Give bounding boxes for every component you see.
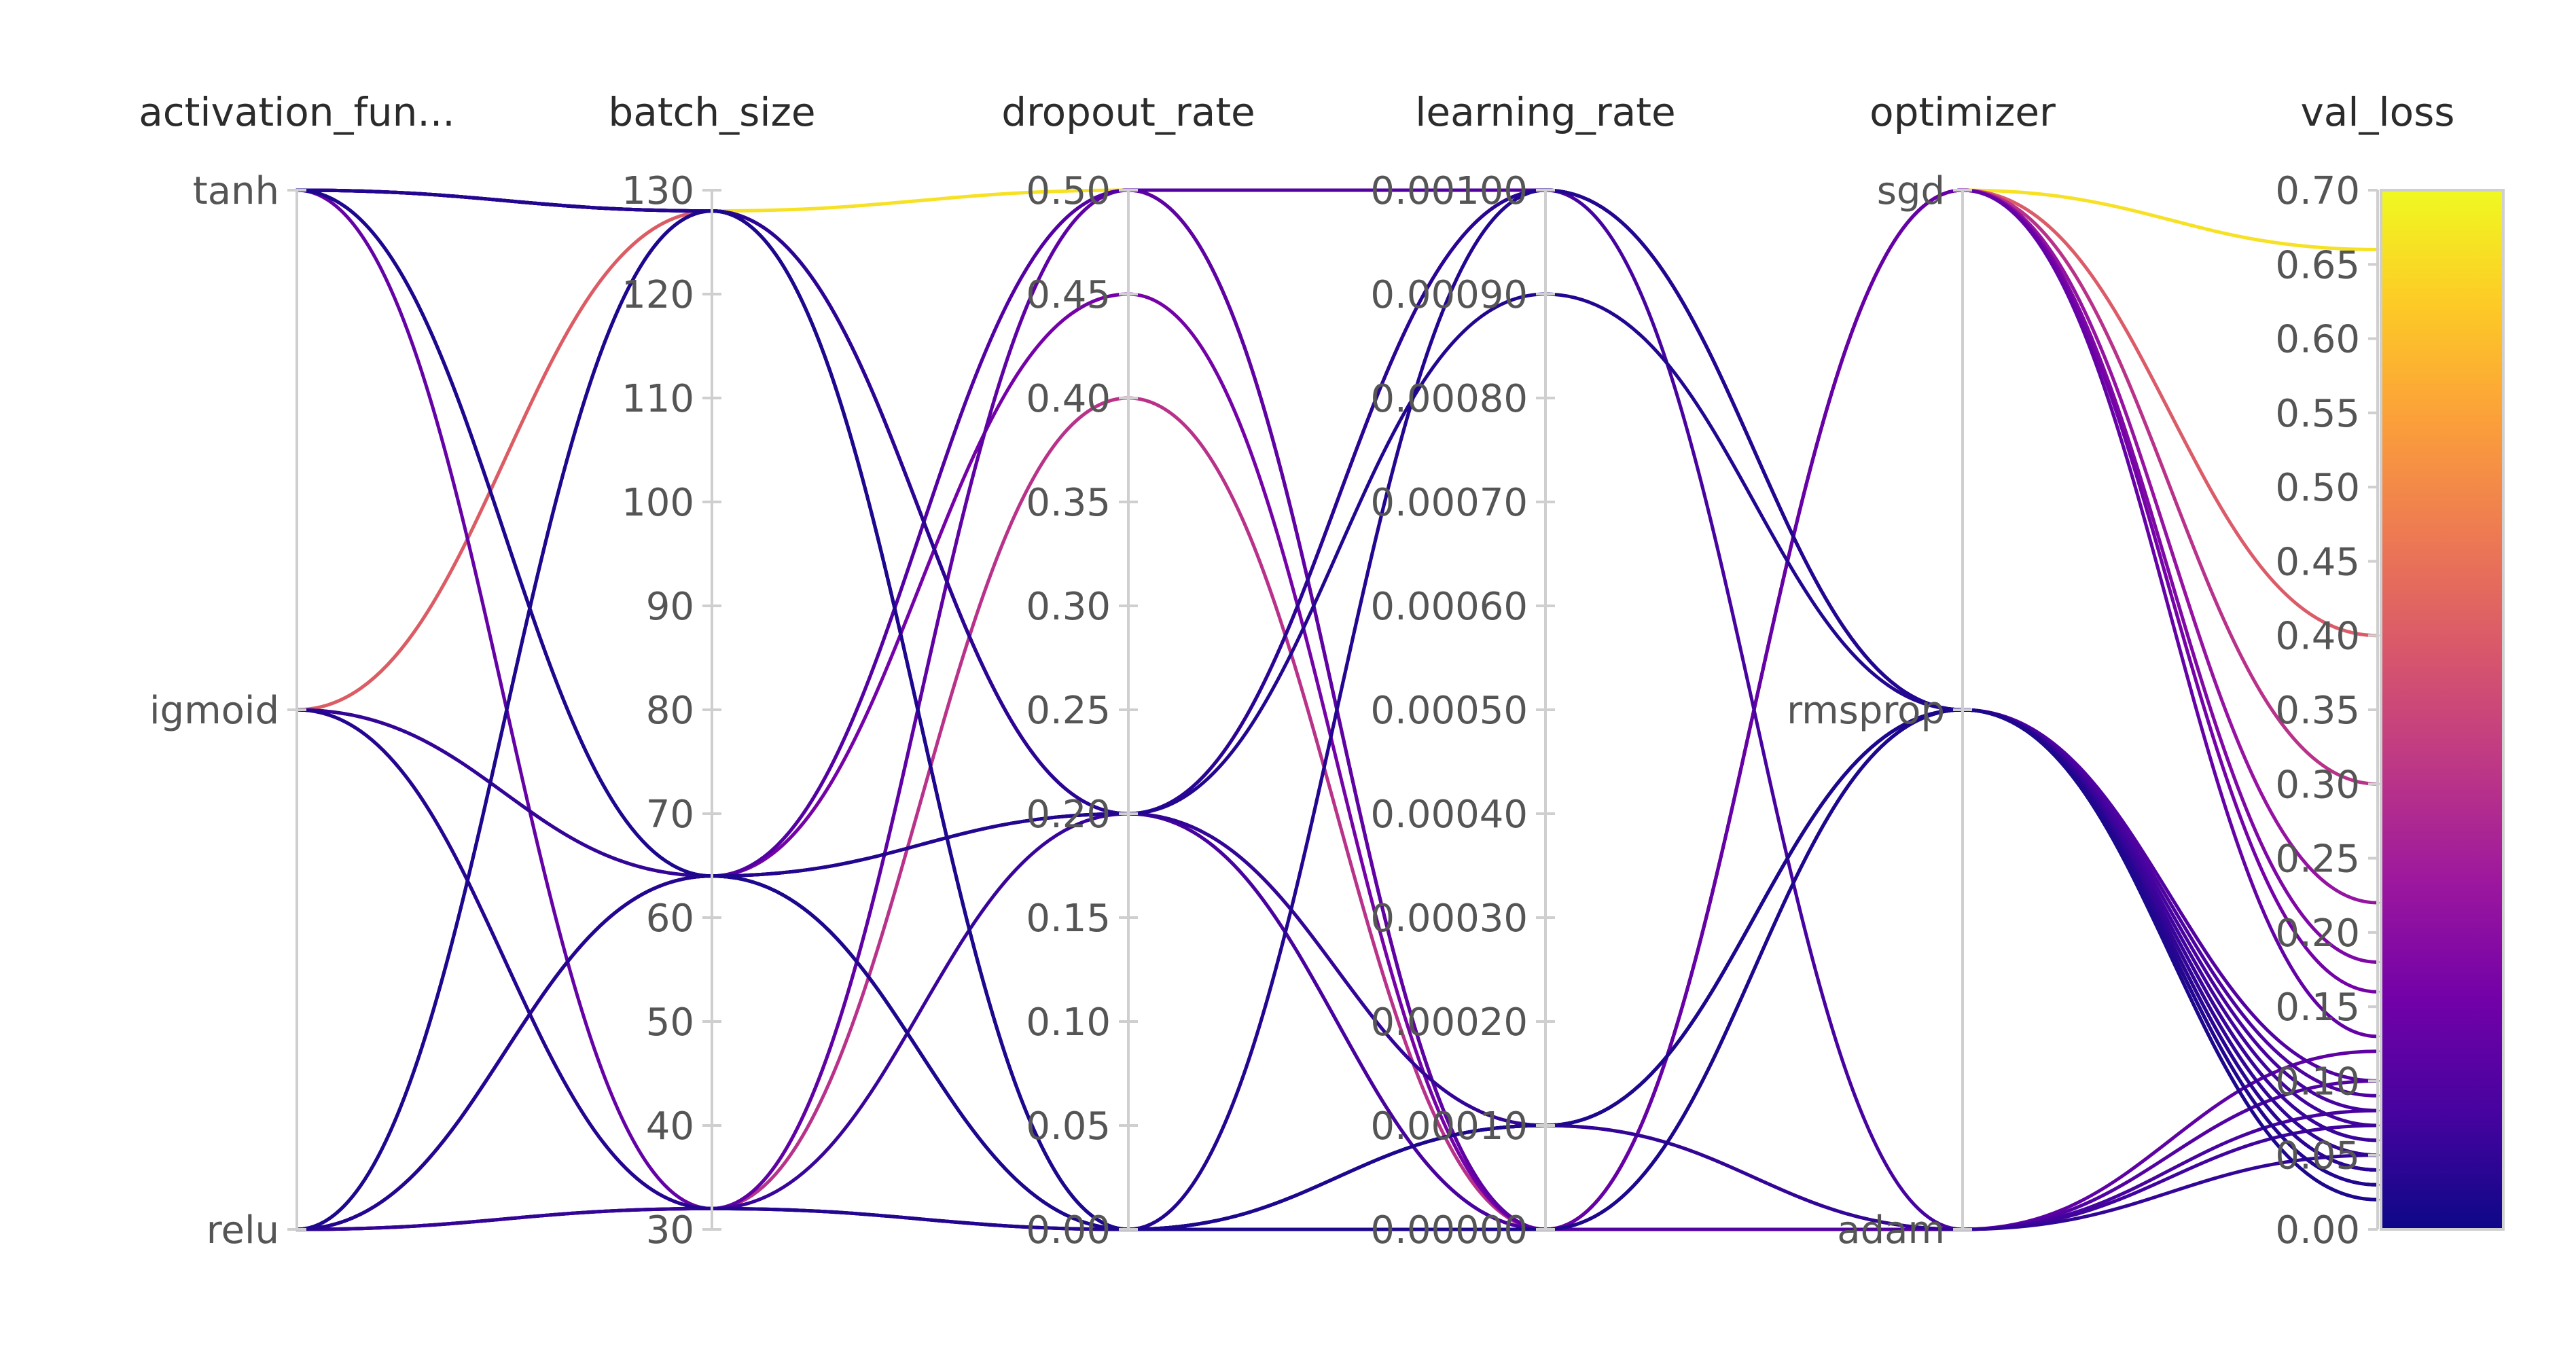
axis-learning-rate[interactable]: learning_rate 0.00000 0.00010 0.00020 0.0003… (1370, 89, 1675, 1252)
tick-label-val-loss-5: 0.25 (2275, 837, 2360, 882)
tick-label-dropout-rate-9: 0.45 (1026, 273, 1111, 317)
tick-label-optimizer-0: adam (1837, 1208, 1945, 1252)
tick-label-batch-size-5: 80 (646, 689, 694, 733)
tick-label-val-loss-8: 0.40 (2275, 615, 2360, 659)
tick-label-val-loss-0: 0.00 (2275, 1208, 2360, 1252)
tick-label-batch-size-0: 30 (646, 1208, 694, 1252)
tick-label-val-loss-13: 0.65 (2275, 243, 2360, 287)
tick-label-optimizer-1: rmsprop (1787, 689, 1945, 733)
axis-optimizer[interactable]: optimizer adam rmsprop sgd (1787, 89, 2056, 1252)
tick-label-learning-rate-10: 0.00100 (1370, 169, 1528, 213)
tick-label-learning-rate-7: 0.00070 (1370, 481, 1528, 525)
run-line-13 (295, 188, 2380, 1231)
tick-label-dropout-rate-6: 0.30 (1026, 585, 1111, 629)
tick-label-val-loss-2: 0.10 (2275, 1060, 2360, 1104)
tick-label-val-loss-4: 0.20 (2275, 912, 2360, 956)
tick-label-val-loss-1: 0.05 (2275, 1134, 2360, 1178)
tick-label-dropout-rate-1: 0.05 (1026, 1104, 1111, 1149)
tick-label-dropout-rate-8: 0.40 (1026, 377, 1111, 421)
tick-label-val-loss-7: 0.35 (2275, 689, 2360, 733)
axis-title-dropout-rate: dropout_rate (1001, 89, 1255, 135)
tick-label-dropout-rate-4: 0.20 (1026, 793, 1111, 837)
tick-label-learning-rate-4: 0.00040 (1370, 793, 1528, 837)
run-lines (295, 188, 2380, 1231)
axis-dropout-rate[interactable]: dropout_rate 0.00 0.05 0.10 0.15 0.20 0.25 0.30… (1001, 89, 1255, 1252)
tick-label-val-loss-10: 0.50 (2275, 466, 2360, 510)
axis-activation-function[interactable]: activation_fun...relu igmoid tanh (139, 89, 455, 1252)
run-line-28 (295, 188, 2380, 1083)
axis-title-batch-size: batch_size (608, 89, 815, 135)
axis-batch-size[interactable]: batch_size 30 40 50 60 70 80 90 100 110 120 130 (608, 89, 815, 1252)
tick-label-learning-rate-9: 0.00090 (1370, 273, 1528, 317)
tick-label-activation-function-0: relu (207, 1208, 279, 1252)
tick-label-learning-rate-1: 0.00010 (1370, 1104, 1528, 1149)
tick-label-batch-size-6: 90 (646, 585, 694, 629)
axes: activation_fun...relu igmoid tanh batch_siz… (139, 89, 2454, 1252)
tick-label-learning-rate-8: 0.00080 (1370, 377, 1528, 421)
axis-title-optimizer: optimizer (1870, 89, 2056, 135)
run-line-17 (295, 209, 2380, 1231)
tick-label-dropout-rate-7: 0.35 (1026, 481, 1111, 525)
tick-label-dropout-rate-10: 0.50 (1026, 169, 1111, 213)
tick-label-val-loss-3: 0.15 (2275, 986, 2360, 1030)
tick-label-batch-size-2: 50 (646, 1000, 694, 1045)
axis-val-loss[interactable]: val_loss 0.00 0.05 0.10 0.15 0.20 0.25 0.30 0.35… (2275, 89, 2454, 1252)
tick-label-batch-size-7: 100 (622, 481, 694, 525)
tick-label-batch-size-3: 60 (646, 897, 694, 941)
tick-label-learning-rate-2: 0.00020 (1370, 1000, 1528, 1045)
axis-title-activation-function: activation_fun... (139, 89, 455, 135)
tick-label-optimizer-2: sgd (1877, 169, 1945, 213)
tick-label-val-loss-11: 0.55 (2275, 392, 2360, 436)
axis-title-val-loss: val_loss (2300, 89, 2454, 135)
tick-label-batch-size-9: 120 (622, 273, 694, 317)
tick-label-learning-rate-0: 0.00000 (1370, 1208, 1528, 1252)
tick-label-dropout-rate-5: 0.25 (1026, 689, 1111, 733)
axis-title-learning-rate: learning_rate (1415, 89, 1675, 135)
tick-label-val-loss-9: 0.45 (2275, 540, 2360, 584)
tick-label-val-loss-6: 0.30 (2275, 763, 2360, 807)
tick-label-dropout-rate-3: 0.15 (1026, 897, 1111, 941)
tick-label-val-loss-14: 0.70 (2275, 169, 2360, 213)
tick-label-learning-rate-3: 0.00030 (1370, 897, 1528, 941)
run-line-27 (295, 209, 2380, 1231)
tick-label-batch-size-8: 110 (622, 377, 694, 421)
tick-label-batch-size-10: 130 (622, 169, 694, 213)
tick-label-dropout-rate-2: 0.10 (1026, 1000, 1111, 1045)
val-loss-colorbar (2380, 189, 2505, 1231)
tick-label-batch-size-1: 40 (646, 1104, 694, 1149)
tick-label-dropout-rate-0: 0.00 (1026, 1208, 1111, 1252)
tick-label-learning-rate-6: 0.00060 (1370, 585, 1528, 629)
colorbar-gradient (2380, 189, 2505, 1231)
tick-label-learning-rate-5: 0.00050 (1370, 689, 1528, 733)
tick-label-batch-size-4: 70 (646, 793, 694, 837)
tick-label-activation-function-2: tanh (193, 169, 279, 213)
tick-label-activation-function-1: igmoid (149, 689, 279, 733)
tick-label-val-loss-12: 0.60 (2275, 318, 2360, 362)
